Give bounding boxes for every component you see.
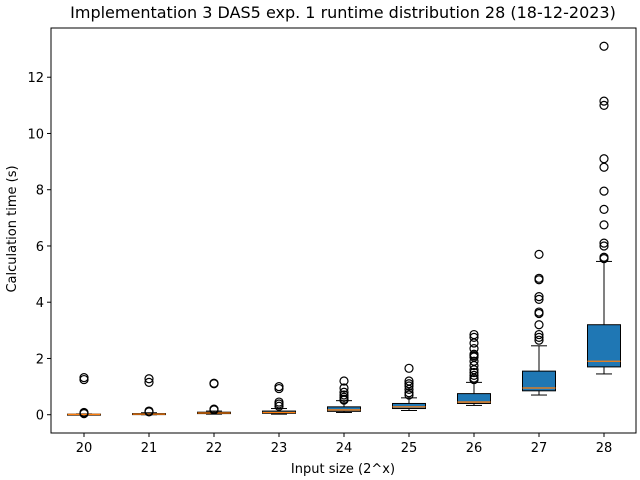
y-tick-label: 10 xyxy=(27,127,44,142)
outlier-point xyxy=(144,374,154,384)
x-tick-label: 22 xyxy=(206,441,223,456)
box-group-23 xyxy=(262,381,296,415)
outlier-point xyxy=(534,329,544,340)
outlier-point xyxy=(599,162,609,172)
outlier-point xyxy=(404,390,414,400)
x-tick-label: 28 xyxy=(596,441,613,456)
outlier-point xyxy=(599,41,609,51)
box-group-28 xyxy=(587,41,621,375)
box-group-22 xyxy=(197,378,231,415)
outlier-point xyxy=(599,241,609,251)
outlier-point xyxy=(534,294,544,305)
box-iqr xyxy=(587,324,621,368)
outlier-point xyxy=(534,291,544,302)
x-tick-label: 27 xyxy=(531,441,548,456)
box-group-21 xyxy=(132,374,166,417)
outlier-point xyxy=(599,204,609,215)
outlier-point xyxy=(599,254,609,264)
outlier-point xyxy=(144,377,154,387)
y-tick-label: 0 xyxy=(36,409,44,424)
outlier-point xyxy=(469,360,479,371)
outlier-point xyxy=(534,332,544,342)
y-tick-label: 8 xyxy=(36,184,44,199)
y-axis-label: Calculation time (s) xyxy=(5,165,20,292)
outlier-point xyxy=(469,374,479,385)
box-iqr xyxy=(327,406,361,412)
x-tick-label: 20 xyxy=(76,441,93,456)
outlier-point xyxy=(599,220,609,230)
outlier-point xyxy=(339,376,349,386)
box-group-26 xyxy=(457,329,491,406)
y-tick-label: 2 xyxy=(36,352,44,367)
box-group-20 xyxy=(67,372,101,419)
outlier-point xyxy=(469,338,479,348)
plot-area xyxy=(67,41,621,419)
outlier-point xyxy=(79,372,89,383)
outlier-point xyxy=(469,332,479,342)
outlier-point xyxy=(339,383,349,393)
outlier-point xyxy=(469,370,479,380)
outlier-point xyxy=(534,275,544,285)
y-tick-label: 12 xyxy=(27,71,44,86)
outlier-point xyxy=(469,367,479,378)
box-group-24 xyxy=(327,376,361,413)
outlier-point xyxy=(599,96,609,106)
outlier-point xyxy=(209,378,219,388)
outlier-point xyxy=(209,404,219,414)
x-axis-label: Input size (2^x) xyxy=(291,462,395,477)
x-tick-label: 25 xyxy=(401,441,418,456)
outlier-point xyxy=(534,320,544,330)
outlier-point xyxy=(404,363,414,373)
box-iqr xyxy=(522,370,556,392)
x-tick-label: 21 xyxy=(141,441,158,456)
box-group-27 xyxy=(522,249,556,396)
x-axis: 20 21 22 23 24 25 26 27 28 xyxy=(76,433,613,456)
outlier-point xyxy=(404,384,414,395)
outlier-point xyxy=(534,308,544,319)
outlier-point xyxy=(404,381,414,391)
outlier-point xyxy=(534,249,544,260)
box-group-25 xyxy=(392,363,426,411)
box-iqr xyxy=(392,402,426,410)
x-tick-label: 23 xyxy=(271,441,288,456)
outlier-point xyxy=(534,335,544,345)
chart-title: Implementation 3 DAS5 exp. 1 runtime dis… xyxy=(70,3,616,22)
x-tick-label: 26 xyxy=(466,441,483,456)
y-tick-label: 6 xyxy=(36,240,44,255)
outlier-point xyxy=(599,186,609,196)
outlier-point xyxy=(144,406,154,416)
outlier-point xyxy=(274,381,284,392)
outlier-point xyxy=(79,407,89,418)
outlier-point xyxy=(599,238,609,248)
outlier-point xyxy=(339,395,349,405)
y-tick-label: 4 xyxy=(36,296,44,311)
outlier-point xyxy=(599,100,609,110)
y-axis: 0 2 4 6 8 10 12 xyxy=(27,71,51,424)
x-tick-label: 24 xyxy=(336,441,353,456)
box-iqr xyxy=(457,393,491,404)
outlier-point xyxy=(274,397,284,407)
